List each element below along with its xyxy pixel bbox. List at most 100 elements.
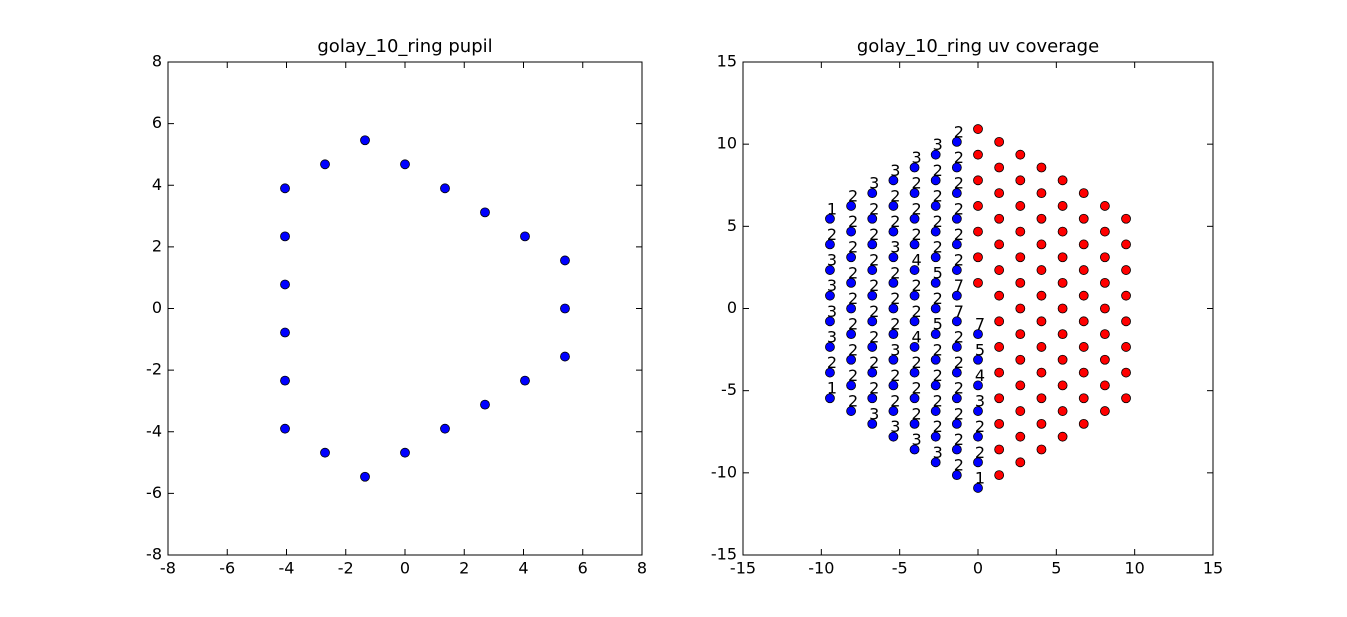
point [867, 367, 878, 378]
point [888, 303, 899, 314]
point [1057, 380, 1068, 391]
point [930, 149, 941, 160]
y-tick-label: 2 [152, 236, 162, 255]
y-tick-label: -5 [721, 380, 737, 399]
point [930, 329, 941, 340]
point [1078, 188, 1089, 199]
point [973, 354, 983, 365]
point [1036, 418, 1047, 429]
point-label: 1 [827, 379, 837, 398]
x-tick-label: -6 [219, 559, 235, 578]
point-label: 2 [954, 199, 964, 218]
x-tick-label: 6 [578, 559, 588, 578]
point-label: 2 [869, 251, 879, 270]
point [846, 380, 856, 391]
point [909, 418, 920, 429]
y-tick-label: -8 [146, 545, 162, 564]
point [1121, 393, 1131, 404]
point [480, 207, 490, 218]
point [1015, 303, 1026, 314]
y-tick-label: -15 [711, 545, 737, 564]
point [909, 290, 920, 301]
point-label: 5 [933, 315, 943, 334]
point-label: 2 [975, 443, 985, 462]
point [973, 226, 983, 237]
point [400, 159, 410, 170]
point-label: 3 [827, 327, 837, 346]
point-label: 1 [975, 468, 985, 487]
point-label: 3 [869, 174, 879, 193]
point [280, 375, 290, 386]
point [1078, 342, 1089, 352]
point-label: 2 [848, 212, 858, 231]
point [1100, 252, 1110, 263]
point-label: 2 [848, 186, 858, 205]
point [994, 213, 1005, 224]
point-label: 2 [869, 379, 879, 398]
point-label: 4 [975, 366, 985, 385]
y-tick-label: 6 [152, 113, 162, 132]
point [846, 406, 856, 416]
point [1121, 316, 1131, 327]
point [1057, 329, 1068, 340]
point [973, 277, 983, 288]
point [888, 175, 899, 186]
point-label: 7 [954, 276, 964, 295]
point [973, 483, 983, 493]
point-label: 2 [911, 302, 921, 321]
point [909, 239, 920, 250]
point [1057, 201, 1068, 211]
point [1036, 188, 1047, 199]
point [951, 470, 962, 481]
point [994, 418, 1005, 429]
point [909, 367, 920, 378]
point [1057, 252, 1068, 263]
point [1078, 418, 1089, 429]
point [867, 393, 878, 404]
point-label: 2 [975, 417, 985, 436]
point [994, 136, 1005, 147]
point-label: 2 [869, 353, 879, 372]
point [973, 380, 983, 391]
y-tick-label: -4 [146, 421, 162, 440]
x-tick-label: -2 [338, 559, 354, 578]
point [1057, 277, 1068, 288]
point [888, 226, 899, 237]
point-label: 2 [954, 251, 964, 270]
point [888, 431, 899, 442]
plot-area [168, 62, 642, 555]
point [1100, 201, 1110, 211]
point [520, 375, 530, 386]
point [1057, 431, 1068, 442]
y-tick-label: 0 [152, 298, 162, 317]
point [320, 159, 330, 170]
point [1121, 342, 1131, 352]
y-tick-label: 10 [717, 134, 737, 153]
point [1100, 354, 1110, 365]
point-label: 2 [954, 327, 964, 346]
point-label: 3 [933, 135, 943, 154]
point-label: 2 [911, 225, 921, 244]
axes-frame [167, 61, 643, 556]
point [1078, 239, 1089, 250]
point-label: 2 [954, 174, 964, 193]
point [909, 342, 920, 352]
point [867, 213, 878, 224]
point-label: 3 [975, 392, 985, 411]
point-label: 3 [890, 417, 900, 436]
point [846, 277, 856, 288]
point [1015, 277, 1026, 288]
point [973, 201, 983, 211]
point [846, 354, 856, 365]
point [1036, 265, 1047, 275]
point-label: 2 [933, 417, 943, 436]
point [1100, 406, 1110, 416]
point [560, 255, 570, 266]
point [867, 265, 878, 275]
x-tick-label: -8 [160, 559, 176, 578]
point [1121, 265, 1131, 275]
point-label: 2 [869, 327, 879, 346]
point [909, 265, 920, 275]
point [1057, 226, 1068, 237]
point [1057, 175, 1068, 186]
